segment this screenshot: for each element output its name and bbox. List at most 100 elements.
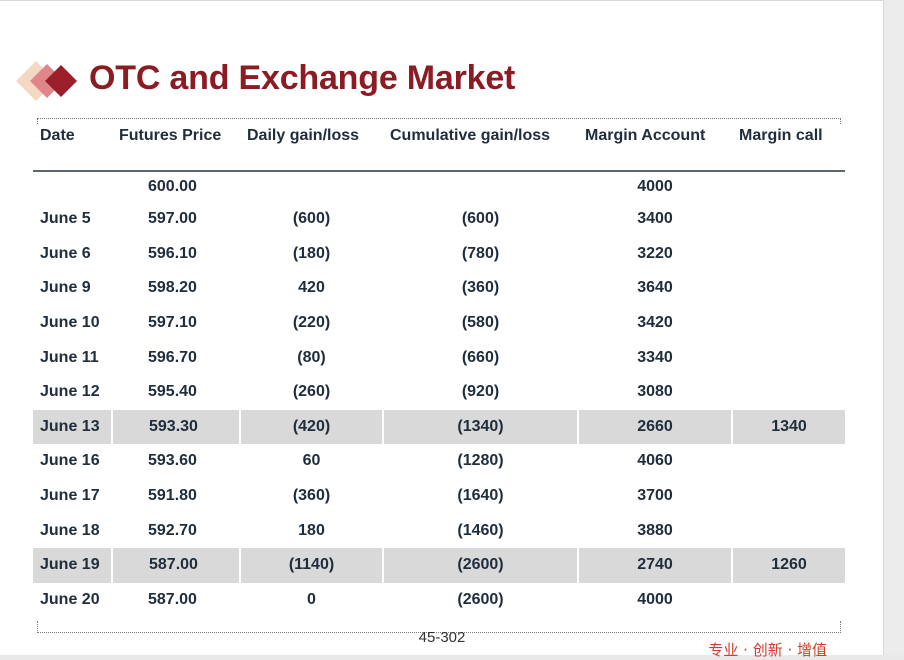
- frame-corner: [840, 621, 842, 631]
- cell-daily-gain-loss: 0: [307, 590, 316, 608]
- cell-futures-price: 597.00: [148, 210, 197, 228]
- slide: OTC and Exchange Market Date Futures Pri…: [0, 0, 884, 659]
- cell-futures-price: 595.40: [148, 383, 197, 401]
- cell-date: June 17: [40, 487, 100, 505]
- table-row: 600.00 4000: [33, 171, 845, 202]
- cell-margin-account: 3340: [637, 348, 673, 366]
- cell-cumulative-gain-loss: (1460): [457, 521, 504, 539]
- header-date: Date: [33, 119, 112, 172]
- cell-futures-price: 597.10: [148, 314, 197, 332]
- table-body: 600.00 4000 June 5 597.00 (600) (600) 3400 June…: [33, 171, 845, 617]
- cell-daily-gain-loss: (1140): [239, 547, 383, 583]
- frame-corner: [37, 621, 39, 631]
- table-row: June 9 598.20 420 (360) 3640: [33, 271, 845, 306]
- cell-daily-gain-loss: (220): [292, 314, 331, 332]
- cell-date: [33, 171, 112, 202]
- header-margin-account: Margin Account: [578, 119, 732, 172]
- cell-margin-call: [732, 513, 845, 548]
- table-row: June 18 592.70 180 (1460) 3880: [33, 513, 845, 548]
- footer-brand: 专业 · 创新 · 增值: [708, 641, 827, 659]
- cell-margin-account: 3700: [637, 487, 673, 505]
- cell-margin-call: [732, 202, 845, 237]
- cell-daily-gain-loss: (420): [239, 409, 383, 445]
- cell-futures-price: 598.20: [148, 279, 197, 297]
- cell-margin-account: 3640: [637, 279, 673, 297]
- table-row: June 5 597.00 (600) (600) 3400: [33, 202, 845, 237]
- cell-margin-call: [732, 583, 845, 618]
- table-frame: [37, 118, 841, 633]
- cell-margin-account: 4000: [637, 590, 673, 608]
- cell-margin-account: 3220: [637, 244, 673, 262]
- header-futures-price: Futures Price: [112, 119, 240, 172]
- cell-daily-gain-loss: 180: [298, 521, 325, 539]
- cell-futures-price: 592.70: [148, 521, 197, 539]
- cell-margin-account: 4060: [637, 452, 673, 470]
- cell-margin-call: [732, 479, 845, 514]
- cell-margin-call: [732, 237, 845, 272]
- table-row: June 6 596.10 (180) (780) 3220: [33, 237, 845, 272]
- cell-cumulative-gain-loss: (2600): [382, 547, 578, 583]
- cell-date: June 16: [40, 452, 100, 470]
- cell-date: June 19: [33, 547, 112, 583]
- cell-date: June 9: [40, 279, 91, 297]
- cell-cumulative-gain-loss: (1340): [382, 409, 578, 445]
- table-row: June 11 596.70 (80) (660) 3340: [33, 340, 845, 375]
- cell-cumulative-gain-loss: (1280): [457, 452, 504, 470]
- cell-margin-call: [732, 171, 845, 202]
- cell-futures-price: 591.80: [148, 487, 197, 505]
- table-row: June 10 597.10 (220) (580) 3420: [33, 306, 845, 341]
- cell-futures-price: 593.60: [148, 452, 197, 470]
- table-row: June 12 595.40 (260) (920) 3080: [33, 375, 845, 410]
- cell-cumulative-gain-loss: (1640): [457, 487, 504, 505]
- cell-daily-gain-loss: (180): [292, 244, 331, 262]
- cell-cumulative-gain-loss: [383, 171, 578, 202]
- header-row: Date Futures Price Daily gain/loss Cumul…: [33, 119, 845, 172]
- header-daily-gain-loss: Daily gain/loss: [240, 119, 383, 172]
- cell-date: June 20: [40, 590, 100, 608]
- stacked-diamonds-icon: [16, 61, 77, 101]
- cell-margin-call: [732, 340, 845, 375]
- cell-margin-account: 3400: [637, 210, 673, 228]
- cell-cumulative-gain-loss: (660): [461, 348, 500, 366]
- margin-table: Date Futures Price Daily gain/loss Cumul…: [33, 119, 845, 617]
- cell-daily-gain-loss: 60: [302, 452, 321, 470]
- cell-margin-account: 3420: [637, 314, 673, 332]
- cell-daily-gain-loss: [240, 171, 383, 202]
- cell-margin-account: 2660: [577, 409, 732, 445]
- scrollbar[interactable]: [884, 0, 904, 655]
- cell-margin-call: 1340: [731, 409, 845, 445]
- cell-futures-price: 596.10: [148, 244, 197, 262]
- cell-margin-call: [732, 375, 845, 410]
- cell-date: June 6: [40, 244, 91, 262]
- cell-futures-price: 587.00: [148, 590, 197, 608]
- cell-cumulative-gain-loss: (360): [461, 279, 500, 297]
- slide-title: OTC and Exchange Market: [89, 59, 516, 97]
- cell-margin-account: 2740: [577, 547, 732, 583]
- cell-margin-call: [732, 444, 845, 479]
- table-row: June 19 587.00 (1140) (2600) 2740 1260: [33, 547, 845, 583]
- cell-cumulative-gain-loss: (600): [461, 210, 500, 228]
- table-row: June 16 593.60 60 (1280) 4060: [33, 444, 845, 479]
- cell-daily-gain-loss: 420: [298, 279, 325, 297]
- cell-cumulative-gain-loss: (580): [461, 314, 500, 332]
- header-cumulative-gain-loss: Cumulative gain/loss: [383, 119, 578, 172]
- cell-date: June 12: [40, 383, 100, 401]
- cell-futures-price: 593.30: [111, 409, 240, 445]
- cell-margin-account: 3080: [637, 383, 673, 401]
- cell-futures-price: 596.70: [148, 348, 197, 366]
- cell-date: June 11: [40, 348, 99, 366]
- cell-daily-gain-loss: (360): [292, 487, 331, 505]
- cell-margin-call: [732, 306, 845, 341]
- cell-margin-call: 1260: [731, 547, 845, 583]
- table-row: June 13 593.30 (420) (1340) 2660 1340: [33, 409, 845, 445]
- cell-daily-gain-loss: (600): [292, 210, 331, 228]
- cell-daily-gain-loss: (260): [292, 383, 331, 401]
- cell-daily-gain-loss: (80): [297, 348, 326, 366]
- table-row: June 20 587.00 0 (2600) 4000: [33, 583, 845, 618]
- cell-margin-account: 3880: [637, 521, 673, 539]
- cell-cumulative-gain-loss: (780): [461, 244, 500, 262]
- cell-date: June 5: [40, 210, 91, 228]
- cell-cumulative-gain-loss: (2600): [457, 590, 504, 608]
- cell-futures-price: 600.00: [148, 178, 197, 195]
- cell-margin-account: 4000: [637, 178, 673, 195]
